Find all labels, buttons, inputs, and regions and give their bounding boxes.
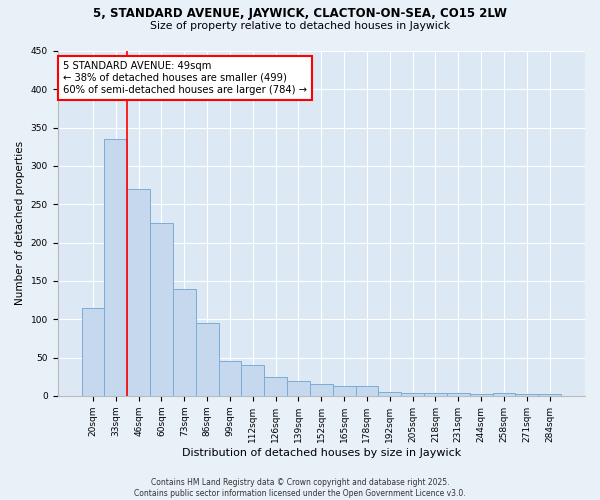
Bar xyxy=(82,308,104,396)
Text: 5 STANDARD AVENUE: 49sqm
← 38% of detached houses are smaller (499)
60% of semi-: 5 STANDARD AVENUE: 49sqm ← 38% of detach… xyxy=(63,62,307,94)
Bar xyxy=(241,365,264,396)
Bar xyxy=(218,362,241,396)
Bar xyxy=(264,376,287,396)
Bar xyxy=(424,393,447,396)
Bar xyxy=(173,288,196,396)
Bar xyxy=(356,386,379,396)
Text: 5, STANDARD AVENUE, JAYWICK, CLACTON-ON-SEA, CO15 2LW: 5, STANDARD AVENUE, JAYWICK, CLACTON-ON-… xyxy=(93,8,507,20)
Text: Contains HM Land Registry data © Crown copyright and database right 2025.
Contai: Contains HM Land Registry data © Crown c… xyxy=(134,478,466,498)
Bar xyxy=(150,224,173,396)
Bar xyxy=(470,394,493,396)
Bar xyxy=(493,393,515,396)
Bar xyxy=(332,386,356,396)
Bar xyxy=(515,394,538,396)
Bar xyxy=(447,393,470,396)
Bar xyxy=(104,139,127,396)
Bar xyxy=(287,380,310,396)
Bar xyxy=(127,189,150,396)
Bar xyxy=(310,384,332,396)
X-axis label: Distribution of detached houses by size in Jaywick: Distribution of detached houses by size … xyxy=(182,448,461,458)
Y-axis label: Number of detached properties: Number of detached properties xyxy=(15,142,25,306)
Bar xyxy=(538,394,561,396)
Bar xyxy=(196,323,218,396)
Bar xyxy=(379,392,401,396)
Bar xyxy=(401,393,424,396)
Text: Size of property relative to detached houses in Jaywick: Size of property relative to detached ho… xyxy=(150,21,450,31)
